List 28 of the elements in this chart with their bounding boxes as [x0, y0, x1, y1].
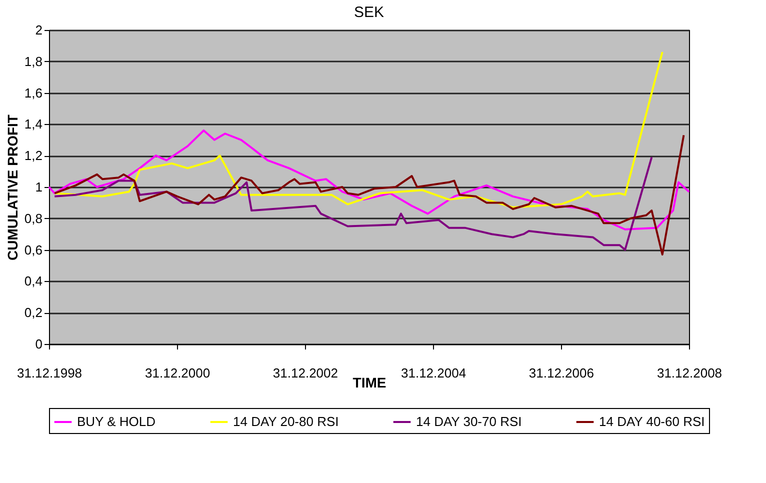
x-tick-label: 31.12.2002: [272, 366, 338, 380]
x-tick-label: 31.12.1998: [16, 366, 82, 380]
legend-label: 14 DAY 30-70 RSI: [416, 414, 522, 429]
x-tick-label: 31.12.2006: [528, 366, 594, 380]
y-tick-label: 0: [35, 336, 42, 352]
y-tick-label: 2: [35, 22, 42, 38]
legend-label: 14 DAY 20-80 RSI: [233, 414, 339, 429]
x-axis-title: TIME: [352, 374, 386, 390]
y-tick-label: 1,6: [24, 85, 42, 100]
line-series: [54, 134, 685, 256]
line-series: [54, 50, 664, 208]
y-tick-label: 0,6: [24, 242, 42, 258]
y-tick-label: 1: [35, 180, 42, 194]
legend-label: 14 DAY 40-60 RSI: [599, 414, 705, 429]
chart-title: SEK: [354, 4, 384, 21]
y-axis-title: CUMULATIVE PROFIT: [4, 114, 20, 260]
x-tick-label: 31.12.2004: [400, 366, 466, 380]
y-tick-label: 1,8: [24, 54, 42, 69]
y-tick-label: 0,8: [24, 210, 42, 226]
legend-label: BUY & HOLD: [77, 414, 156, 429]
y-tick-label: 1,4: [24, 116, 42, 132]
x-tick-label: 31.12.2008: [656, 366, 722, 380]
line-series: [48, 129, 690, 230]
y-tick-label: 1,2: [24, 148, 42, 164]
line-series: [54, 156, 653, 251]
x-tick-label: 31.12.2000: [145, 366, 210, 380]
y-tick-label: 0,2: [24, 305, 42, 320]
y-tick-label: 0,4: [24, 274, 42, 289]
